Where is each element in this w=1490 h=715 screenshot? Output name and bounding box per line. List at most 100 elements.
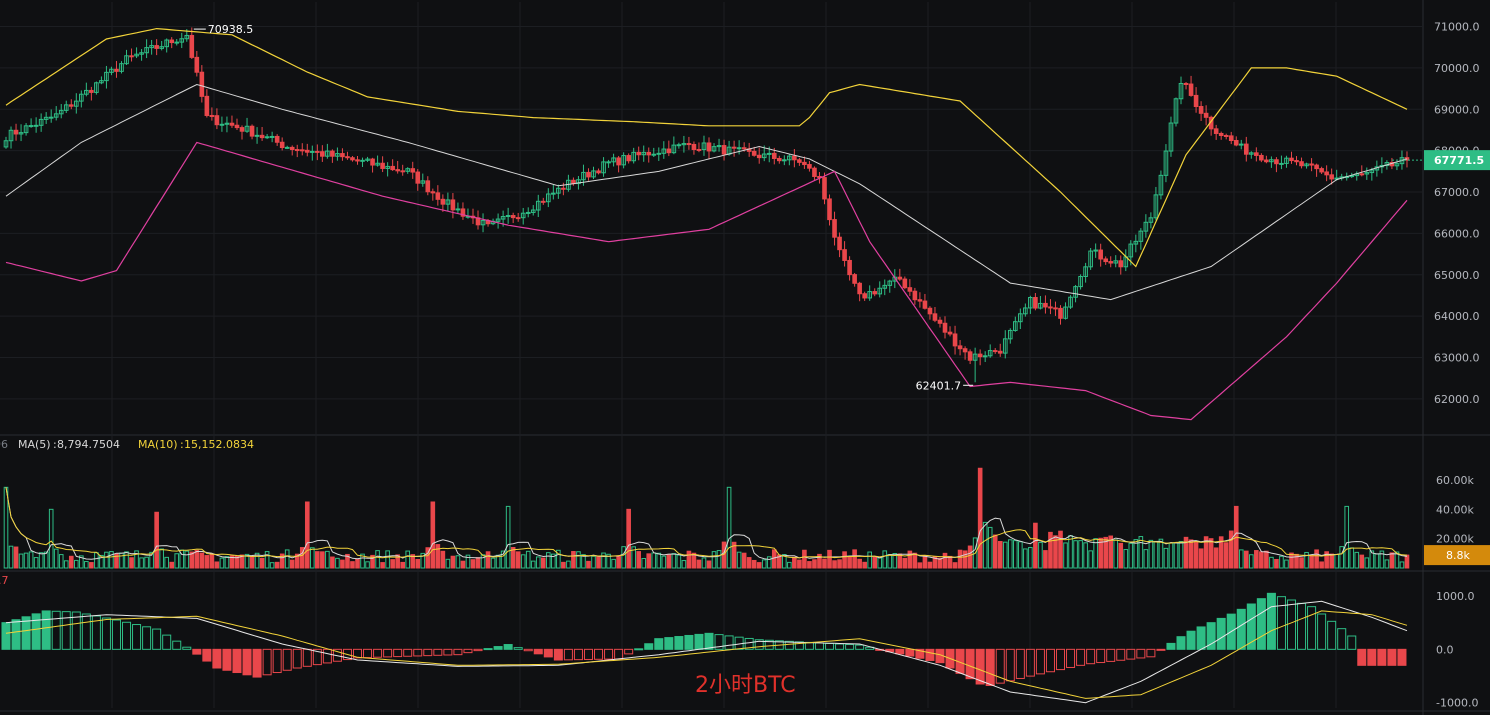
volume-bar [917,562,923,569]
volume-bar [1304,551,1309,569]
volume-bar [1123,549,1129,569]
candle-body [119,63,124,72]
volume-bar [1284,559,1289,569]
candle-body [792,155,797,161]
candle-body [997,350,1003,354]
volume-bar [79,555,84,569]
candle-body [114,68,119,72]
candle-body [400,170,406,173]
volume-bar [1389,552,1395,569]
macd-legend-clipped: .7 [0,574,9,587]
candle-body [927,307,933,315]
volume-bar [766,556,772,569]
volume-bar [73,559,79,569]
low-annotation-label: 62401.7 [916,379,962,392]
candle-body [99,80,104,84]
volume-bar [89,562,94,569]
macd-histogram-bar [172,640,182,650]
macd-histogram-bar [111,619,121,650]
volume-bar [686,550,692,569]
volume-bar [194,549,200,569]
volume-bar [797,559,802,569]
volume-bar [1279,555,1284,569]
volume-bar [701,557,707,569]
volume-bar [1158,538,1164,569]
candle-body [43,116,49,120]
volume-bar [581,554,586,569]
macd-histogram-bar [1276,596,1286,650]
volume-bar [817,553,822,569]
volume-bar [18,553,24,569]
candle-body [159,46,164,49]
macd-histogram-bar [694,633,704,650]
candle-body [556,187,561,194]
macd-histogram-bar [1025,648,1035,677]
volume-bar [370,554,375,569]
macd-histogram-bar [573,648,583,661]
candle-body [1178,82,1184,100]
volume-bar [129,557,134,569]
candle-body [299,149,305,152]
candle-body [154,45,159,49]
candle-body [450,199,456,211]
candle-body [48,116,54,119]
candle-body [847,259,852,276]
candle-body [681,143,687,146]
macd-histogram-bar [814,642,824,650]
candle-body [335,153,340,157]
candles [3,27,1410,383]
volume-legend-value: 15,152.0834 [184,438,254,451]
candle-body [8,129,14,142]
candle-body [520,212,526,219]
candle-body [1213,128,1219,134]
volume-bar [1223,542,1229,569]
volume-bar [284,549,290,569]
volume-bar [124,551,129,569]
volume-bar [681,560,687,569]
candle-body [460,208,466,217]
candle-body [390,165,395,171]
candle-body [254,134,260,137]
volume-bar [340,559,345,569]
volume-bar [746,557,752,569]
volume-bar [1063,542,1068,569]
candle-body [741,147,747,150]
volume-bar [23,552,29,569]
macd-histogram-bar [252,648,262,678]
volume-bar [38,552,44,569]
candle-body [711,146,717,152]
volume-bar [1208,538,1214,569]
macd-histogram-bar [1216,617,1226,650]
symbol-caption: 2小时BTC [695,673,796,698]
macd-histogram-bar [975,648,985,685]
candle-body [576,179,581,185]
candle-body [139,52,144,55]
macd-histogram-bar [473,648,483,652]
candle-body [661,148,667,154]
macd-histogram-bar [855,644,865,650]
macd-histogram-bar [202,648,212,662]
volume-bar [1254,550,1259,569]
volume-bar [857,558,862,569]
candle-body [551,192,556,195]
candle-body [967,351,973,361]
candle-body [1228,135,1234,142]
candle-body [1148,217,1154,223]
volume-bar [1093,538,1098,569]
candle-body [561,187,566,190]
volume-bar [927,561,933,569]
volume-tick-label: 20.00k [1436,533,1474,546]
volume-bar [114,553,119,569]
candle-body [84,89,89,95]
volume-bar [330,556,335,569]
high-annotation-label: 70938.5 [208,23,254,36]
volume-legend-value: 8,794.7504 [57,438,120,451]
volume-bar [862,561,867,569]
price-tick-label: 69000.0 [1434,103,1480,116]
candle-body [601,161,606,174]
candle-body [1073,286,1078,298]
candle-body [199,71,205,97]
candle-body [947,331,953,335]
